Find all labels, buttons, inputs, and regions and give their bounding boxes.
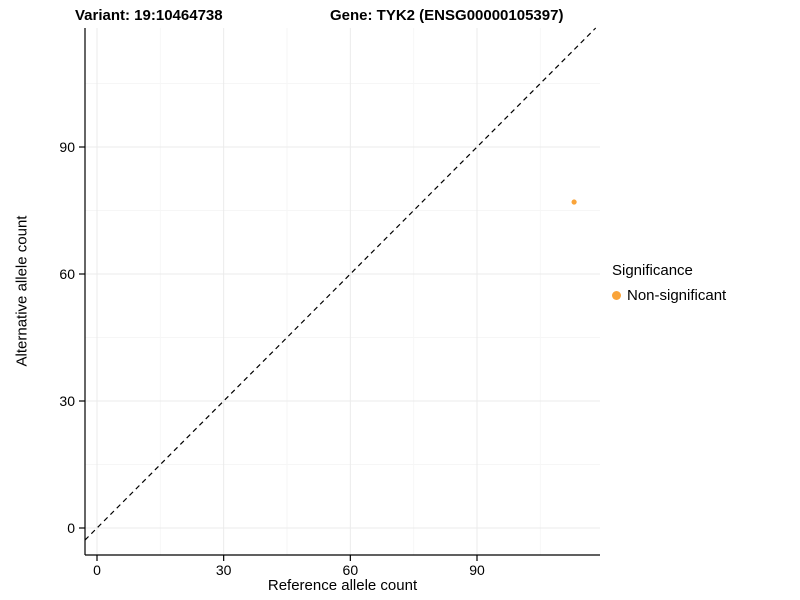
variant-title: Variant: 19:10464738	[75, 7, 223, 24]
y-tick-label: 30	[59, 393, 75, 409]
gene-title: Gene: TYK2 (ENSG00000105397)	[330, 7, 564, 24]
identity-line	[84, 27, 597, 541]
y-tick-label: 60	[59, 266, 75, 282]
y-tick-label: 0	[67, 520, 75, 536]
legend: Significance Non-significant	[612, 262, 726, 304]
legend-dot-icon	[612, 291, 621, 300]
y-axis-title: Alternative allele count	[13, 215, 31, 367]
legend-entry: Non-significant	[612, 287, 726, 304]
legend-title: Significance	[612, 262, 693, 279]
x-axis-title: Reference allele count	[267, 577, 418, 594]
x-tick-label: 30	[216, 562, 232, 578]
data-point	[571, 199, 577, 205]
x-tick-label: 60	[343, 562, 359, 578]
x-tick-label: 0	[93, 562, 101, 578]
x-tick-label: 90	[469, 562, 485, 578]
y-tick-label: 90	[59, 139, 75, 155]
legend-entry-label: Non-significant	[627, 287, 727, 304]
